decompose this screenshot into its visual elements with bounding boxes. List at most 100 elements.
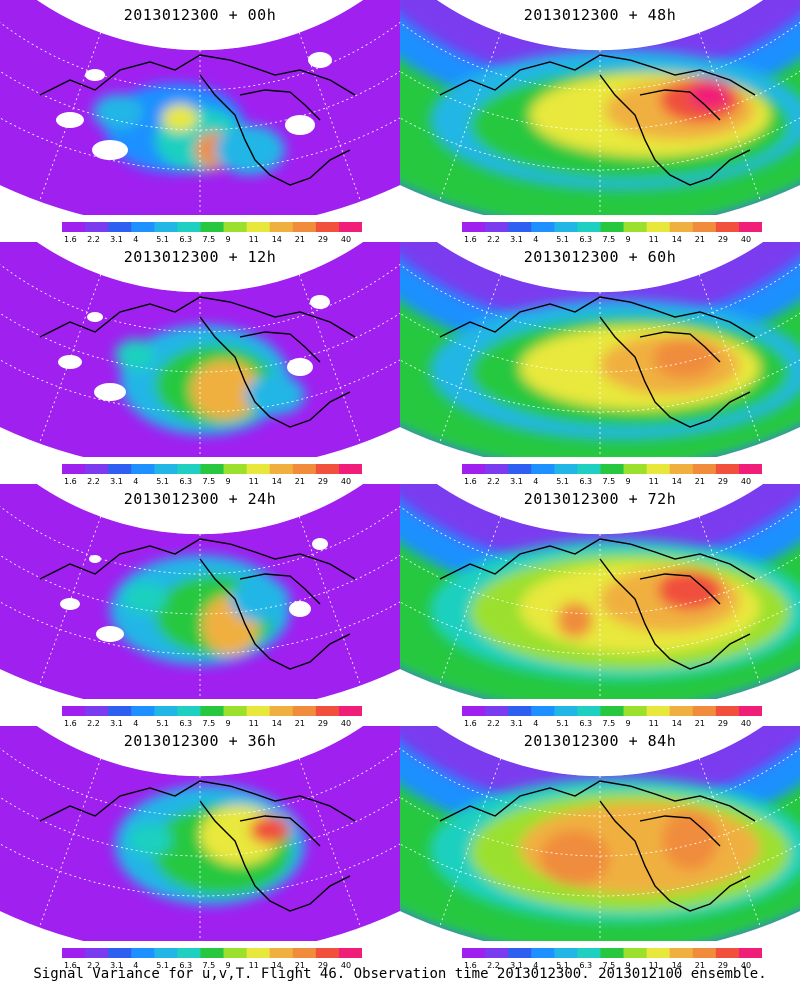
colorbar-label: 29	[718, 961, 728, 970]
missing-data-patch	[56, 112, 84, 128]
map-panel: 2013012300 + 72h 1.6 2.2 3.1 4 5.1 6.3 7.5 9 11 14…	[400, 484, 800, 728]
colorbar-swatch	[62, 222, 86, 232]
longitude-line	[438, 516, 502, 686]
colorbar-swatch	[292, 706, 317, 716]
latitude-line	[400, 242, 800, 333]
colorbar-label: 14	[672, 477, 682, 486]
colorbar-label: 7.5	[202, 961, 215, 970]
colorbar-label: 3.1	[110, 719, 123, 728]
colorbar-swatch	[600, 948, 625, 958]
colorbar-label: 11	[249, 719, 259, 728]
colorbar-label: 40	[341, 477, 351, 486]
latitude-line	[0, 242, 400, 333]
colorbar-label: 11	[649, 235, 659, 244]
colorbar-label: 5.1	[556, 235, 569, 244]
colorbar-swatch	[269, 948, 294, 958]
colorbar-swatch	[292, 948, 317, 958]
colorbar-swatch	[177, 706, 201, 716]
panel-title: 2013012300 + 00h	[123, 6, 277, 24]
colorbar-swatch	[646, 464, 671, 474]
colorbar-swatch	[692, 948, 717, 958]
colorbar-swatch	[315, 464, 340, 474]
variance-blob	[123, 582, 167, 614]
colorbar-swatch	[131, 706, 155, 716]
colorbar-swatch	[246, 706, 271, 716]
colorbar-label: 6.3	[179, 961, 192, 970]
colorbar-swatch	[508, 948, 532, 958]
latitude-line	[400, 484, 800, 575]
colorbar-label: 1.6	[464, 477, 477, 486]
missing-data-patch	[308, 52, 332, 68]
colorbar-label: 1.6	[464, 235, 477, 244]
colorbar-label: 14	[272, 235, 282, 244]
colorbar-swatch	[738, 464, 762, 474]
colorbar-label: 11	[649, 719, 659, 728]
colorbar-label: 5.1	[156, 961, 169, 970]
variance-map	[400, 726, 800, 941]
colorbar-label: 14	[272, 477, 282, 486]
colorbar-swatch	[715, 706, 740, 716]
colorbar-swatch	[508, 464, 532, 474]
coastline	[439, 296, 756, 428]
colorbar-label: 1.6	[64, 719, 77, 728]
longitude-line	[698, 516, 762, 686]
colorbar-swatch	[462, 222, 486, 232]
colorbar-swatch	[131, 948, 155, 958]
variance-blob	[115, 339, 155, 371]
colorbar-swatch	[646, 948, 671, 958]
panel-title: 2013012300 + 24h	[123, 490, 277, 508]
longitude-line	[298, 758, 362, 928]
variance-map	[0, 484, 400, 699]
colorbar-swatch	[292, 464, 317, 474]
variance-blob	[230, 578, 290, 622]
colorbar-label: 4	[133, 719, 138, 728]
colorbar-label: 40	[341, 961, 351, 970]
latitude-line	[0, 726, 400, 817]
variance-blob	[557, 602, 593, 638]
panel-title: 2013012300 + 84h	[523, 732, 677, 750]
colorbar-swatch	[554, 706, 578, 716]
colorbar-swatch	[108, 948, 132, 958]
colorbar-label: 6.3	[179, 235, 192, 244]
variance-map	[0, 0, 400, 215]
missing-data-patch	[89, 555, 101, 563]
colorbar-label: 2.2	[487, 477, 500, 486]
colorbar-label: 7.5	[202, 719, 215, 728]
missing-data-patch	[285, 115, 315, 135]
missing-data-patch	[92, 140, 128, 160]
colorbar-swatch	[223, 464, 248, 474]
variance-map	[400, 0, 800, 215]
colorbar-swatch	[485, 948, 509, 958]
colorbar-label: 21	[695, 477, 705, 486]
colorbar-label: 9	[226, 477, 231, 486]
colorbar-swatch	[692, 706, 717, 716]
colorbar-label: 4	[533, 961, 538, 970]
map-background	[0, 242, 400, 457]
colorbar-label: 7.5	[202, 477, 215, 486]
colorbar-label: 2.2	[87, 235, 100, 244]
colorbar-label: 2.2	[487, 235, 500, 244]
colorbar-swatch	[531, 464, 555, 474]
colorbar-label: 6.3	[179, 477, 192, 486]
colorbar-swatch	[223, 706, 248, 716]
latitude-line	[400, 0, 800, 91]
map-background	[0, 0, 400, 215]
colorbar-swatch	[85, 706, 109, 716]
map-panel: 2013012300 + 84h 1.6 2.2 3.1 4 5.1 6.3 7.5 9 11 14…	[400, 726, 800, 970]
colorbar-swatch	[177, 948, 201, 958]
colorbar-label: 21	[295, 961, 305, 970]
colorbar-label: 14	[672, 235, 682, 244]
colorbar: 1.6 2.2 3.1 4 5.1 6.3 7.5 9 11 14 21 29 40	[462, 464, 762, 486]
variance-map	[0, 726, 400, 941]
colorbar-label: 5.1	[156, 477, 169, 486]
colorbar-swatch	[154, 464, 178, 474]
colorbar-label: 14	[672, 961, 682, 970]
variance-blob	[162, 104, 198, 132]
colorbar-swatch	[315, 706, 340, 716]
colorbar-swatch	[646, 222, 671, 232]
colorbar-swatch	[738, 222, 762, 232]
colorbar-swatch	[623, 464, 648, 474]
colorbar-label: 4	[133, 961, 138, 970]
colorbar-swatch	[315, 948, 340, 958]
colorbar-swatch	[738, 948, 762, 958]
